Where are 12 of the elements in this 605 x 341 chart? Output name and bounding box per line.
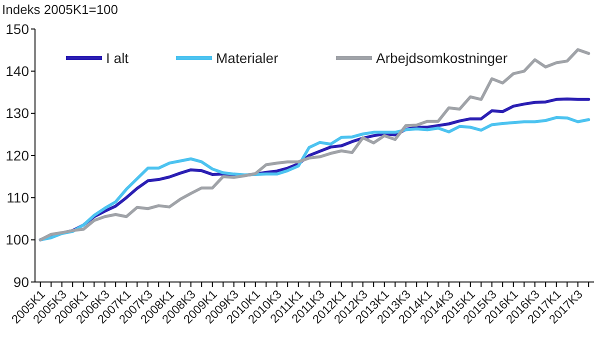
y-tick-label: 150 xyxy=(6,20,30,37)
line-series xyxy=(38,48,590,242)
legend-label: Arbejdsomkostninger xyxy=(376,50,508,66)
y-tick-label: 140 xyxy=(6,63,30,80)
legend-label: Materialer xyxy=(216,50,279,66)
y-tick-label: 130 xyxy=(6,105,30,122)
y-tick-label: 100 xyxy=(6,232,30,248)
legend-label: I alt xyxy=(106,50,129,66)
y-axis-title: Indeks 2005K1=100 xyxy=(2,2,118,17)
y-tick-label: 110 xyxy=(6,190,30,206)
y-tick-label: 90 xyxy=(13,274,30,290)
y-tick-label: 120 xyxy=(6,147,30,164)
